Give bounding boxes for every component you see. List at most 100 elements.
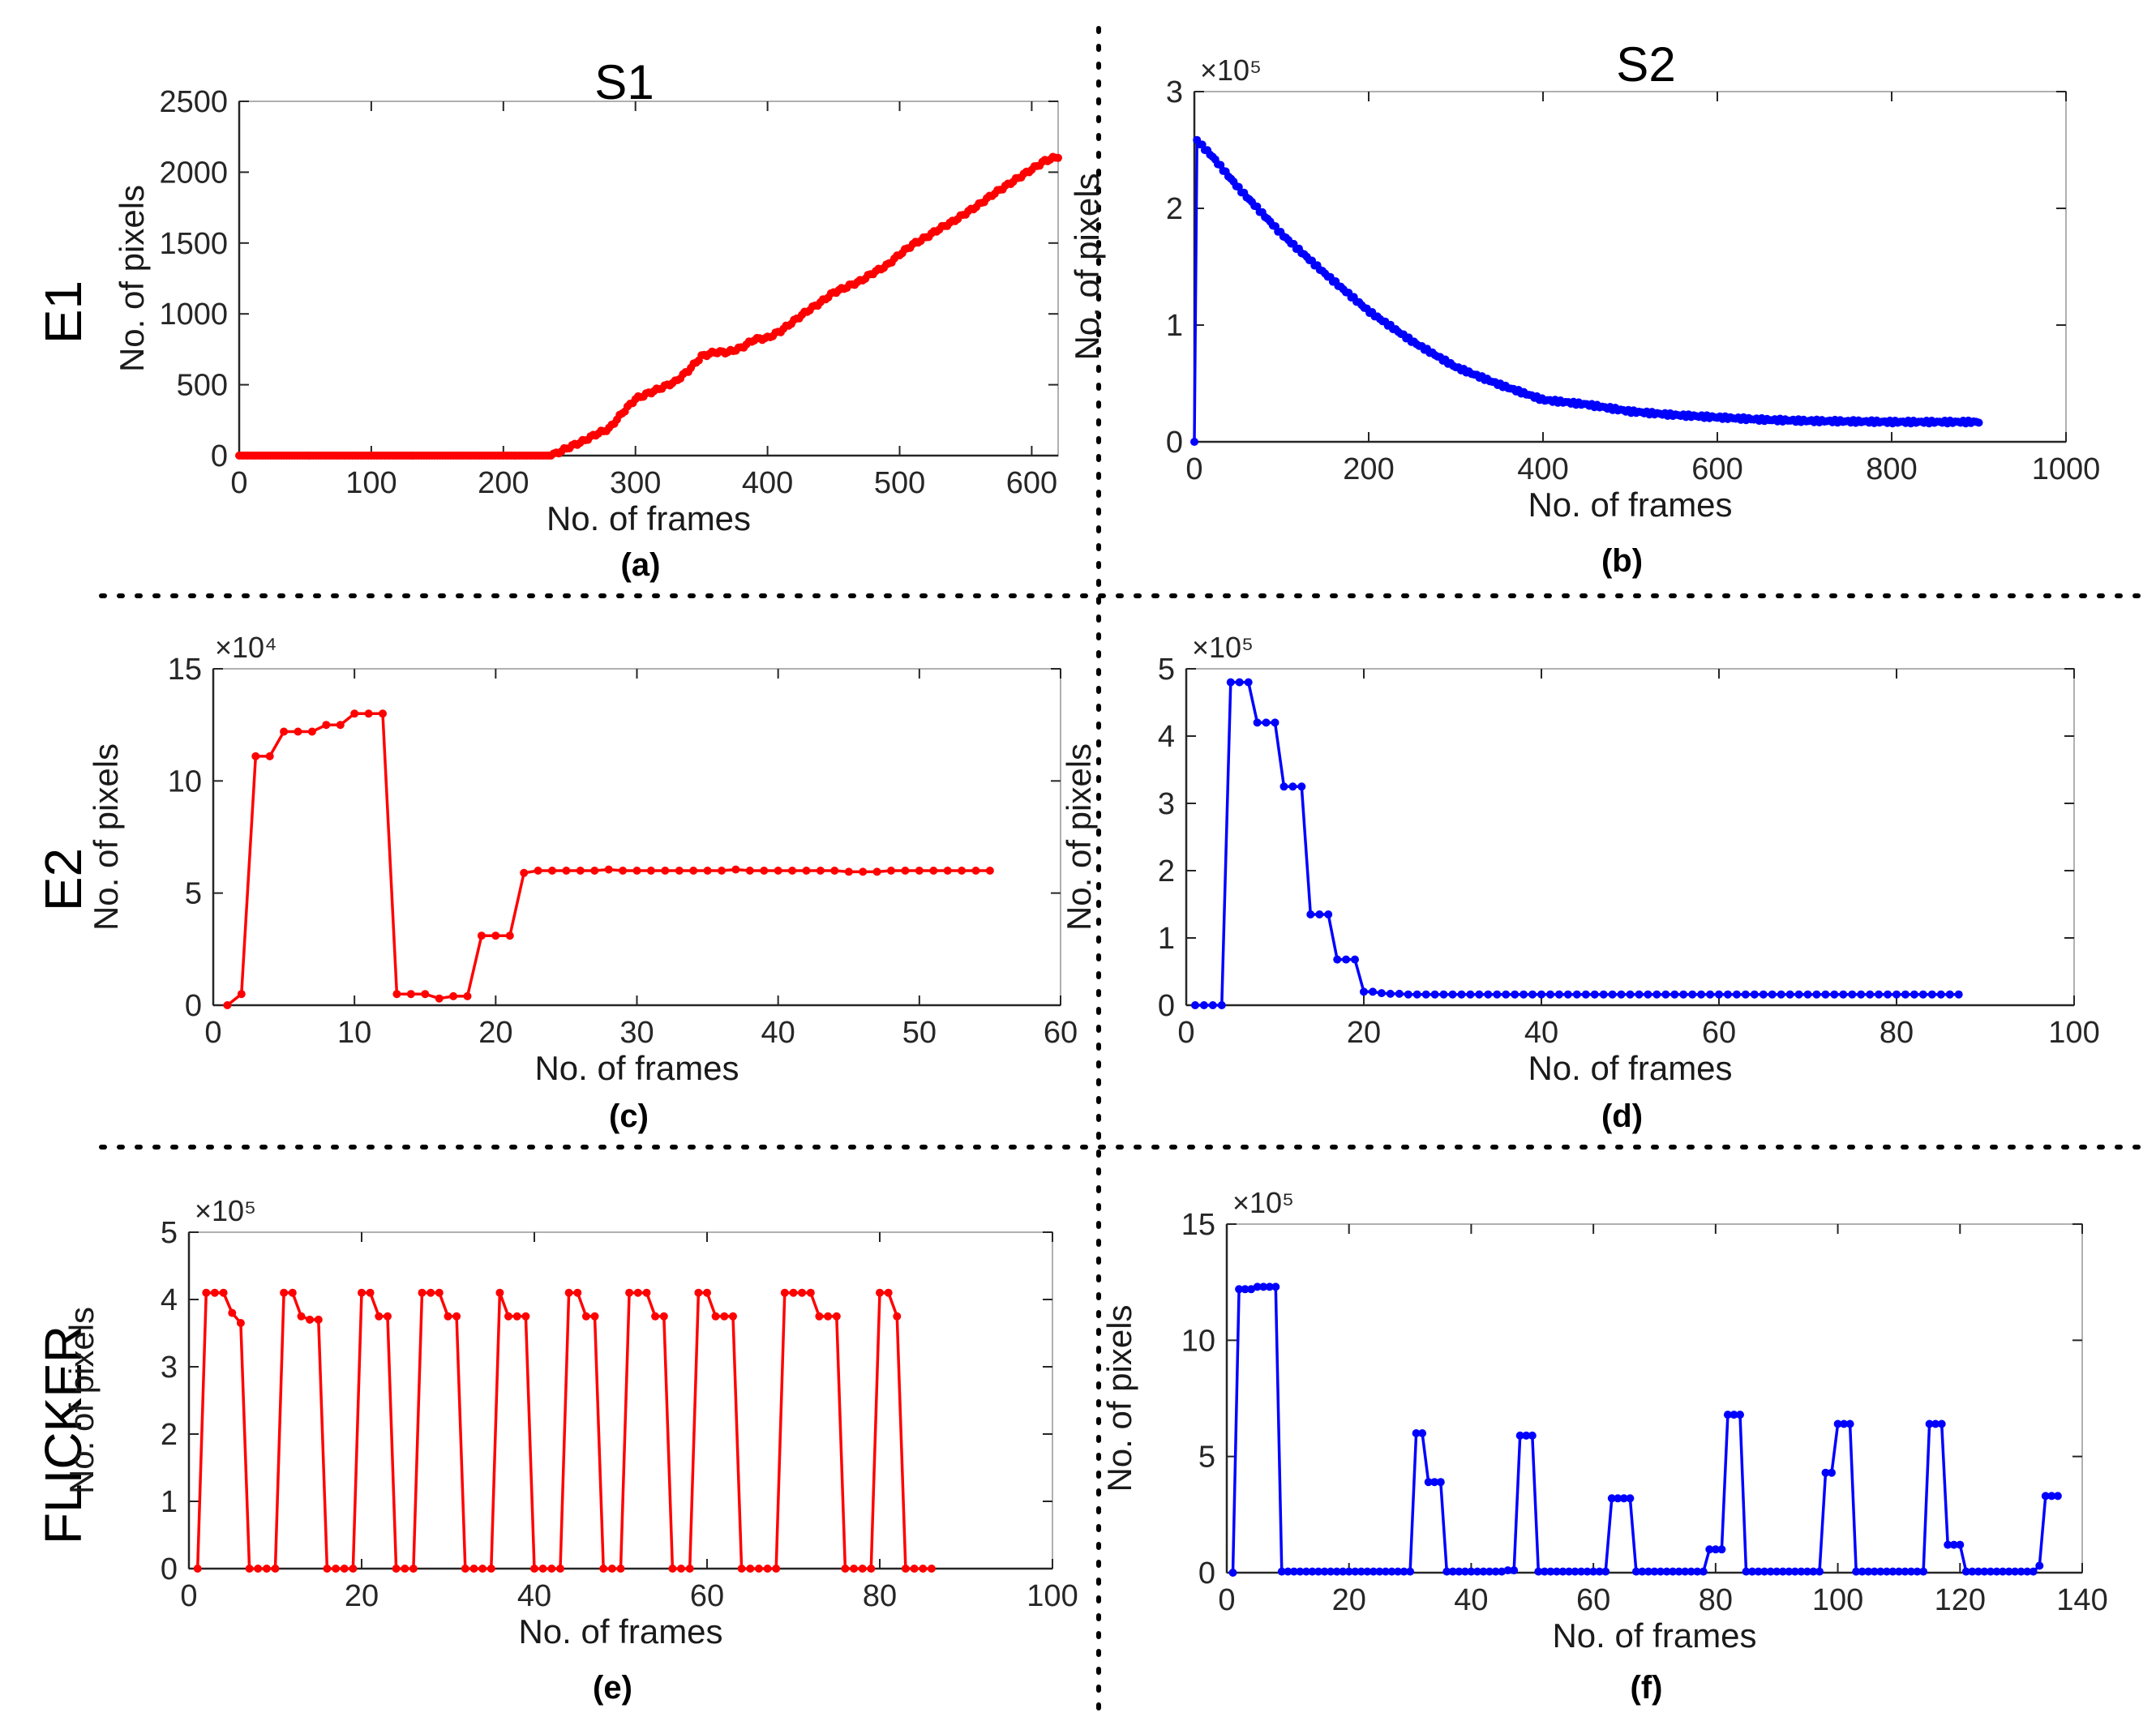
data-point-e: [384, 1312, 392, 1321]
data-point-c: [421, 990, 430, 999]
data-point-f: [1956, 1540, 1965, 1549]
data-point-f: [2047, 1492, 2056, 1501]
data-point-e: [245, 1565, 254, 1573]
x-tick-label-e: 80: [863, 1579, 897, 1613]
data-point-f: [1907, 1567, 1915, 1576]
data-point-e: [236, 1319, 245, 1327]
data-point-f: [1228, 1569, 1237, 1577]
data-point-e: [798, 1288, 807, 1297]
data-point-c: [336, 721, 345, 730]
data-point-e: [512, 1312, 521, 1321]
data-point-f: [1949, 1540, 1958, 1549]
data-point-d: [1511, 990, 1519, 999]
data-point-e: [349, 1565, 358, 1573]
y-tick-label-d: 0: [1158, 989, 1175, 1023]
x-tick-label-a: 300: [610, 466, 661, 500]
data-point-f: [1247, 1285, 1256, 1294]
data-point-e: [789, 1288, 798, 1297]
chart-panel-b: 0 200 400 600 800 1000 0 1 2 3 ×10⁵ No. of frames No…: [1068, 54, 2100, 579]
x-tick-label-c: 40: [761, 1016, 795, 1050]
data-point-e: [228, 1308, 237, 1317]
y-tick-label-f: 15: [1181, 1208, 1215, 1242]
plot-area-d: [1185, 668, 2075, 1006]
data-point-c: [280, 727, 289, 736]
series-line-d: [1195, 680, 1959, 1007]
series-line-c: [226, 712, 990, 1007]
data-point-f: [1448, 1567, 1457, 1576]
data-point-f: [1790, 1567, 1799, 1576]
data-point-f: [1479, 1567, 1488, 1576]
data-point-f: [1577, 1567, 1586, 1576]
data-point-c: [915, 867, 924, 875]
y-tick-label-b: 0: [1166, 426, 1183, 460]
data-point-f: [2035, 1561, 2044, 1570]
data-point-d: [1208, 1001, 1217, 1009]
data-point-f: [1491, 1567, 1500, 1576]
data-point-e: [763, 1565, 772, 1573]
data-point-e: [711, 1312, 720, 1321]
data-point-f: [1650, 1567, 1659, 1576]
data-point-c: [929, 867, 938, 875]
data-point-f: [1259, 1282, 1268, 1291]
data-point-f: [1760, 1567, 1769, 1576]
x-axis-label-a: No. of frames: [547, 499, 751, 537]
y-tick-label-e: 2: [161, 1418, 178, 1452]
data-point-e: [210, 1288, 219, 1297]
plot-area-f: [1226, 1223, 2083, 1573]
data-point-e: [651, 1312, 660, 1321]
data-point-f: [1498, 1567, 1507, 1576]
y-tick-label-b: 3: [1166, 75, 1183, 109]
data-point-d: [1271, 718, 1279, 727]
data-point-c: [562, 867, 571, 875]
data-point-e: [461, 1565, 469, 1573]
series-line-a: [239, 155, 1059, 457]
data-point-d: [1244, 678, 1253, 687]
data-point-f: [1815, 1567, 1824, 1576]
data-point-d: [1439, 990, 1448, 999]
y-tick-label-f: 0: [1198, 1556, 1215, 1591]
data-point-c: [294, 727, 302, 736]
column-label-s1: S1: [594, 55, 654, 109]
data-point-e: [538, 1565, 547, 1573]
axis-multiplier-e: ×10⁵: [195, 1194, 256, 1227]
data-point-d: [1785, 990, 1794, 999]
data-point-d: [1377, 989, 1386, 998]
data-point-f: [1968, 1567, 1977, 1576]
data-point-c: [590, 867, 599, 875]
data-point-f: [1344, 1567, 1353, 1576]
data-point-f: [2023, 1567, 2032, 1576]
x-tick-label-c: 20: [478, 1016, 512, 1050]
data-point-c: [703, 867, 712, 875]
data-point-d: [1936, 990, 1945, 999]
data-point-f: [1797, 1567, 1806, 1576]
data-point-c: [505, 931, 514, 940]
caption-e: (e): [593, 1670, 632, 1706]
data-point-f: [1999, 1567, 2007, 1576]
data-point-c: [576, 867, 585, 875]
data-point-d: [1528, 990, 1537, 999]
data-point-d: [1466, 990, 1475, 999]
y-tick-label-f: 5: [1198, 1441, 1215, 1475]
data-point-d: [1732, 990, 1741, 999]
data-point-f: [1828, 1468, 1836, 1477]
x-tick-label-d: 60: [1702, 1016, 1736, 1050]
data-point-f: [1589, 1567, 1598, 1576]
data-point-d: [1644, 990, 1652, 999]
data-point-e: [685, 1565, 694, 1573]
data-point-c: [646, 867, 655, 875]
data-point-d: [1945, 990, 1954, 999]
data-point-c: [675, 867, 684, 875]
y-tick-label-e: 3: [161, 1351, 178, 1385]
data-point-c: [901, 867, 910, 875]
data-point-f: [1705, 1545, 1714, 1554]
x-tick-label-b: 800: [1866, 452, 1917, 486]
data-point-e: [375, 1312, 384, 1321]
data-point-c: [392, 990, 401, 999]
data-point-f: [1833, 1419, 1842, 1428]
x-tick-label-d: 20: [1347, 1016, 1381, 1050]
data-point-f: [2029, 1567, 2038, 1576]
data-point-e: [314, 1315, 323, 1324]
data-point-e: [340, 1565, 349, 1573]
data-point-f: [1296, 1567, 1305, 1576]
data-point-f: [1614, 1494, 1622, 1503]
